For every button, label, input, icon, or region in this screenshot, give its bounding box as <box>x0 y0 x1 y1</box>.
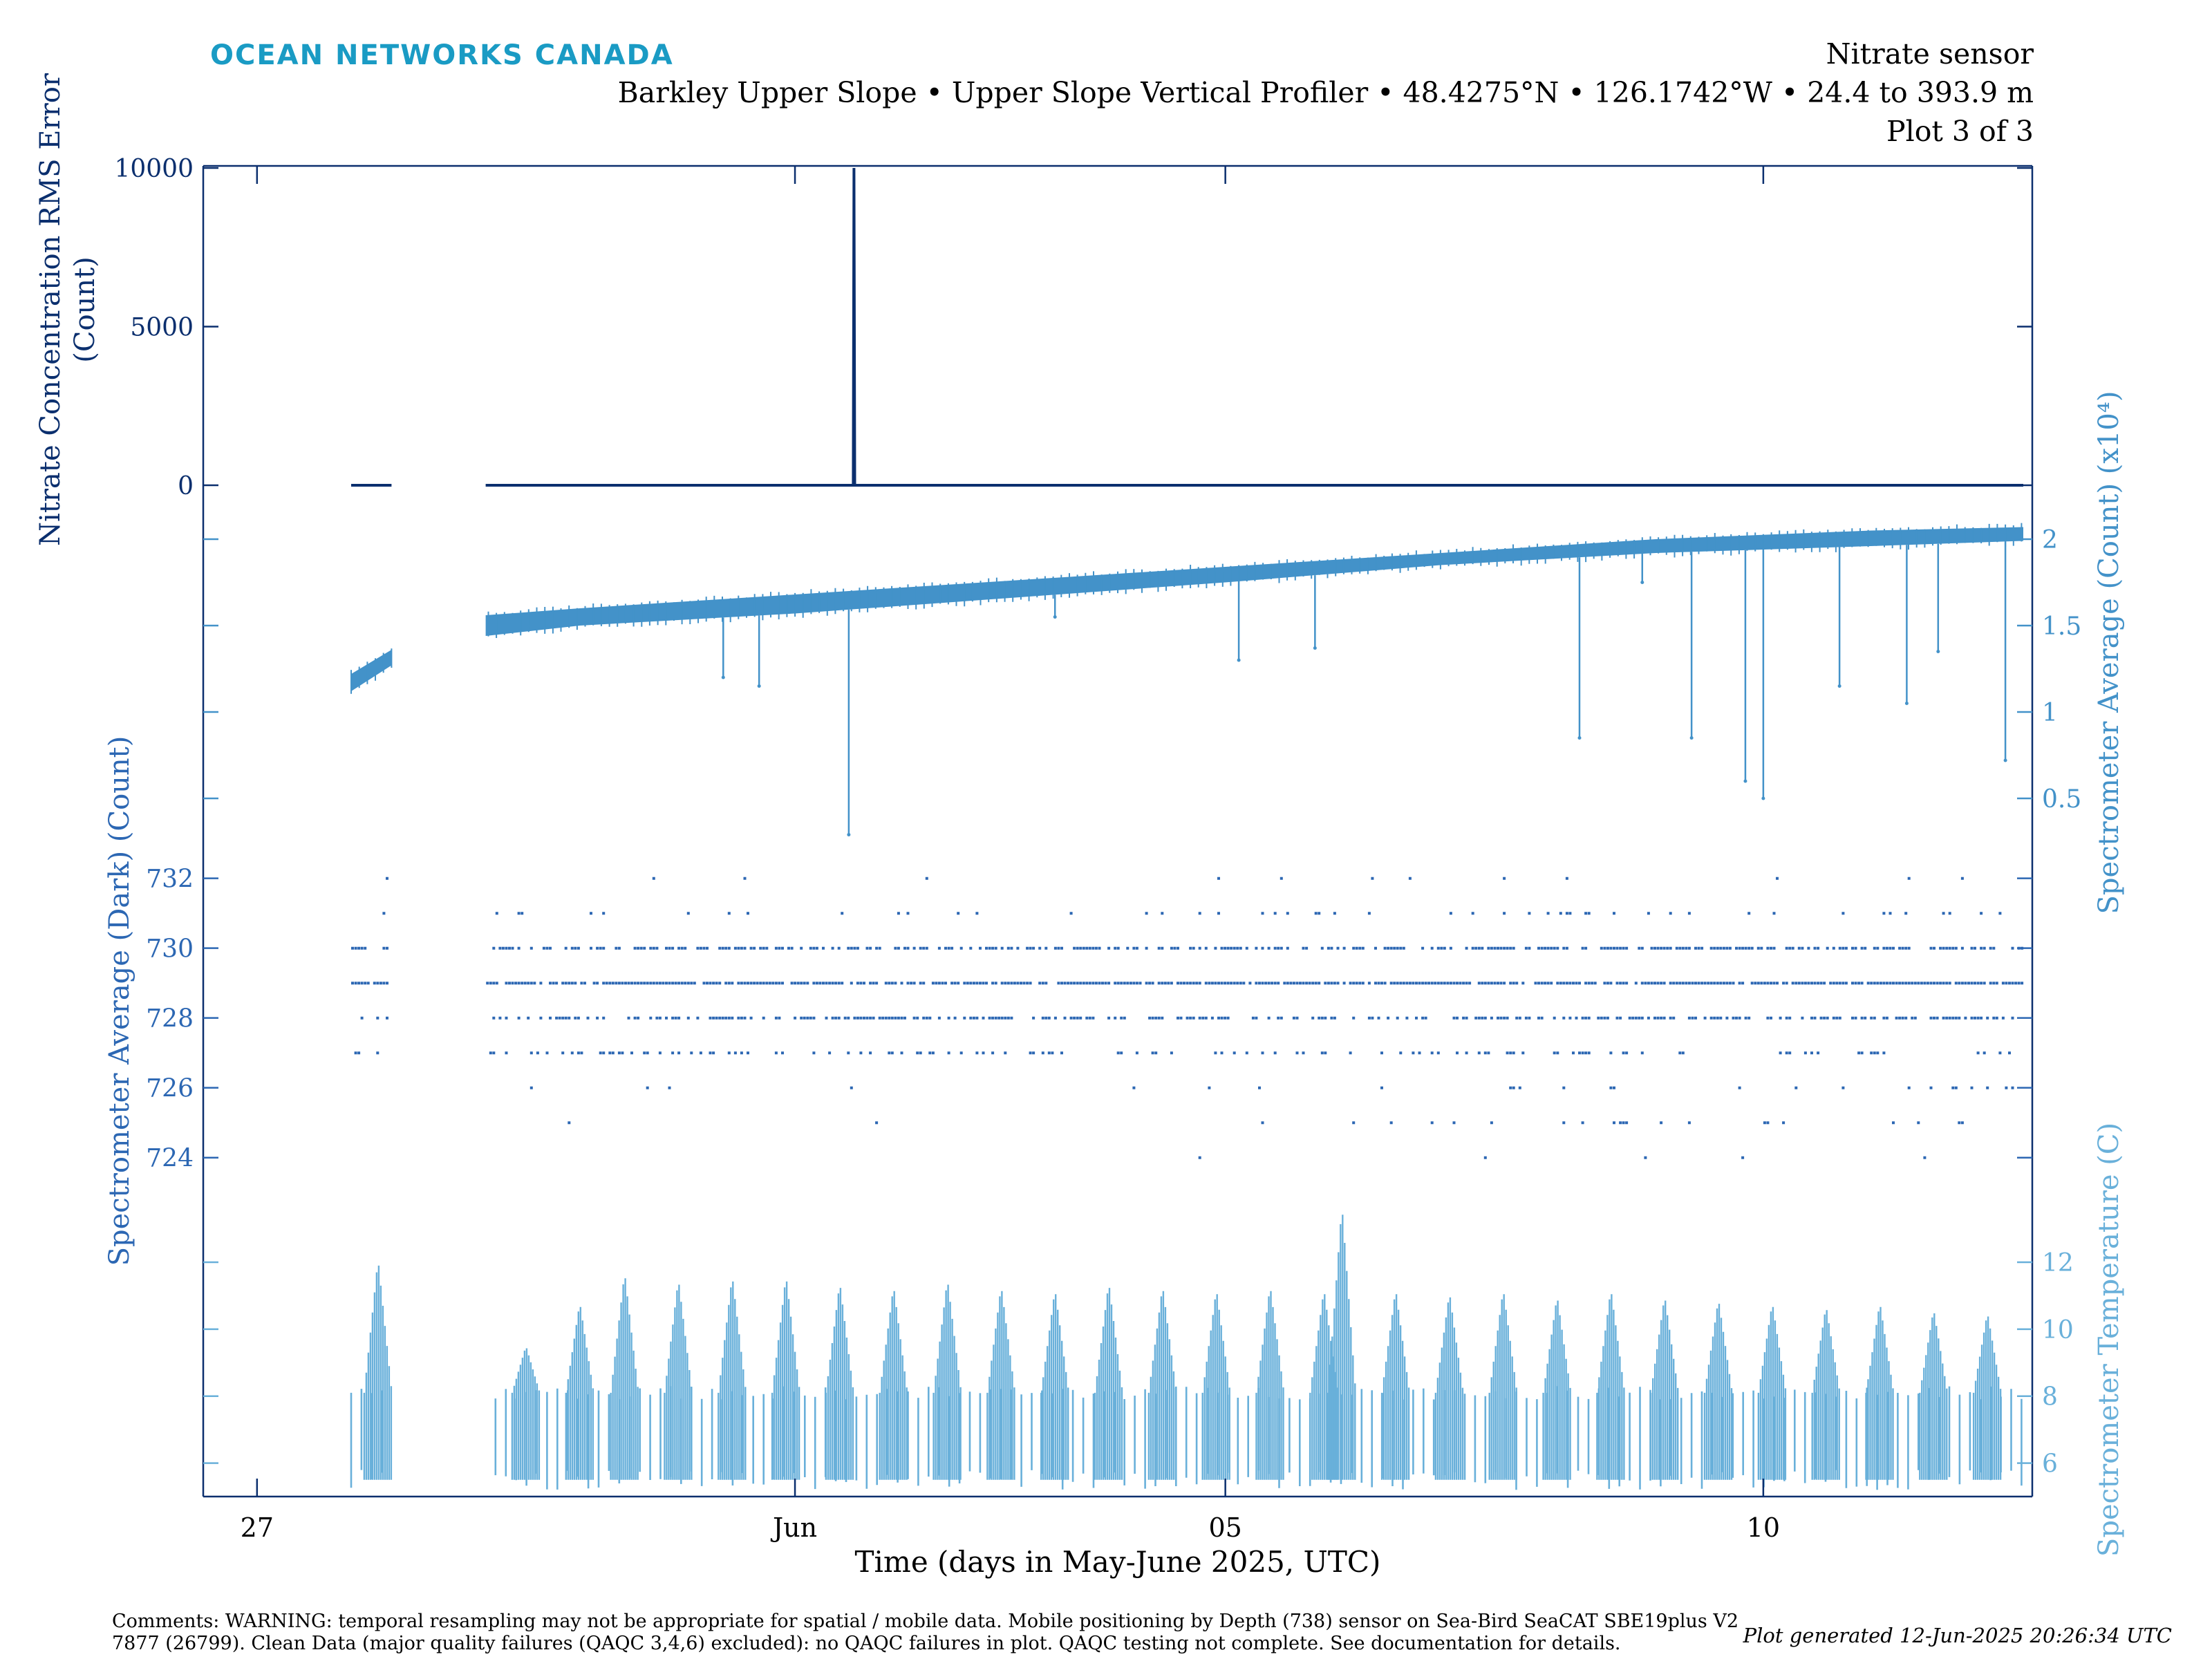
x-axis-label: Time (days in May-June 2025, UTC) <box>855 1545 1381 1579</box>
temp-peak <box>1865 1306 1894 1480</box>
temp-peak <box>932 1284 962 1480</box>
temp-peak <box>771 1281 800 1480</box>
x-tick-label: 10 <box>1747 1512 1780 1543</box>
temp-peak <box>1650 1300 1679 1480</box>
temp-peak <box>565 1306 594 1480</box>
spec-band-main <box>485 527 2023 636</box>
dark-tick-label: 726 <box>146 1075 194 1103</box>
temp-peak <box>1201 1294 1230 1480</box>
dark-tick-label: 730 <box>146 935 194 964</box>
spec-spike-point <box>1936 650 1940 653</box>
rms-tick-label: 0 <box>178 472 194 500</box>
spec-tick-label: 0.5 <box>2042 785 2081 814</box>
spec-spike-point <box>1761 796 1765 800</box>
dark-tick-label: 724 <box>146 1145 194 1173</box>
temp-peak <box>1596 1294 1625 1480</box>
temperature-panel <box>350 1215 2023 1490</box>
temp-peak <box>1380 1294 1410 1480</box>
dark-axis-label: Spectrometer Average (Dark) (Count) <box>104 736 135 1266</box>
temp-peak <box>1703 1304 1733 1480</box>
spec-spike-point <box>1313 646 1317 650</box>
rms-axis-label-line1: Nitrate Concentration RMS Error <box>35 73 66 546</box>
spec-spike-point <box>1689 736 1694 740</box>
temp-peak <box>1919 1313 1948 1480</box>
spec-band-early <box>351 650 392 691</box>
temp-tick-label: 10 <box>2042 1316 2074 1344</box>
temp-peak <box>1488 1294 1517 1480</box>
dark-tick-label: 728 <box>146 1005 194 1033</box>
comments-line-1: Comments: WARNING: temporal resampling m… <box>112 1611 1738 1632</box>
temp-peak <box>1255 1291 1284 1480</box>
spec-spike-point <box>1904 702 1909 705</box>
temp-tick-label: 8 <box>2042 1383 2058 1412</box>
spec-spike-point <box>1053 615 1057 619</box>
chart-subtitle: Barkley Upper Slope • Upper Slope Vertic… <box>618 76 2034 109</box>
spectrometer-panel <box>350 523 2023 836</box>
temp-tick-label: 12 <box>2042 1249 2074 1277</box>
dark-points <box>351 877 2024 1159</box>
spec-spike-point <box>1640 581 1644 584</box>
dark-tick-label: 732 <box>146 865 194 894</box>
temp-peak <box>1094 1288 1123 1480</box>
temp-peak <box>1327 1215 1356 1480</box>
spec-spike-point <box>1743 779 1747 783</box>
temp-peak <box>1147 1291 1177 1480</box>
rms-series-line <box>485 167 2023 487</box>
temp-peak <box>664 1284 693 1480</box>
temperature-axis-label: Spectrometer Temperature (C) <box>2093 1123 2125 1557</box>
rms-tick-label: 5000 <box>130 314 194 342</box>
spec-tick-label: 2 <box>2042 526 2058 554</box>
spec-spike-point <box>847 833 851 836</box>
chart-title: Nitrate sensor <box>1826 37 2034 71</box>
spec-spike-point <box>1577 736 1582 740</box>
temp-peak <box>986 1291 1015 1480</box>
temp-peak <box>879 1291 908 1480</box>
comments-line-2: 7877 (26799). Clean Data (major quality … <box>112 1633 1621 1654</box>
spec-tick-label: 1.5 <box>2042 612 2081 641</box>
temp-peak <box>1811 1310 1840 1480</box>
temp-peak <box>1757 1306 1787 1480</box>
rms-panel <box>351 167 2023 487</box>
temp-peak <box>363 1265 393 1480</box>
plot-generated-stamp: Plot generated 12-Jun-2025 20:26:34 UTC <box>1743 1624 2172 1647</box>
temp-peak <box>511 1348 541 1480</box>
x-tick-label: 05 <box>1208 1512 1241 1543</box>
spec-band-texture <box>350 523 2023 694</box>
x-tick-label: 27 <box>241 1512 274 1543</box>
spec-spike-point <box>1837 684 1841 688</box>
axis-ticks: 27 Jun 05 10 10000 5000 0 2 1.5 1 0.5 732 730 728 726 7… <box>114 155 2081 1543</box>
spec-tick-label: 1 <box>2042 699 2058 727</box>
temp-peak <box>718 1281 747 1480</box>
spec-spike-point <box>2003 758 2007 762</box>
temp-tick-label: 6 <box>2042 1450 2058 1479</box>
spec-spike-point <box>1237 658 1241 662</box>
axes-frame <box>202 165 2034 1498</box>
spec-spike-point <box>721 675 725 679</box>
temp-peak <box>610 1278 639 1480</box>
rms-axis-label: Nitrate Concentration RMS Error (Count) <box>35 73 101 546</box>
temp-peak <box>825 1288 854 1480</box>
rms-axis-label-line2: (Count) <box>69 256 101 363</box>
dark-panel <box>351 877 2024 1159</box>
temp-peak <box>1972 1316 2002 1480</box>
brand-logo: OCEAN NETWORKS CANADA <box>210 39 674 71</box>
x-tick-label: Jun <box>770 1512 817 1543</box>
rms-tick-label: 10000 <box>114 155 194 183</box>
spec-spike-point <box>757 684 761 688</box>
temp-peak <box>1542 1300 1571 1480</box>
plot-index: Plot 3 of 3 <box>1886 115 2034 148</box>
temp-peak <box>1434 1297 1464 1480</box>
temp-peak <box>1040 1294 1069 1480</box>
spectrometer-axis-label: Spectrometer Average (Count) (x10⁴) <box>2093 391 2125 915</box>
